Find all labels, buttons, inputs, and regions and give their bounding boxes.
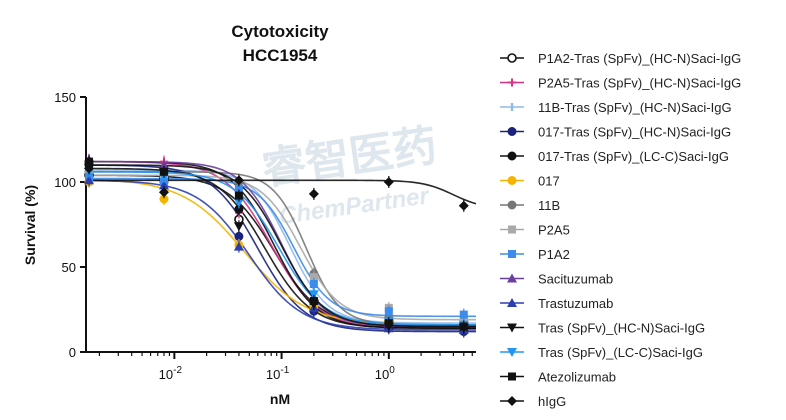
data-point: [234, 191, 243, 200]
data-point: [84, 163, 95, 174]
legend-swatch-marker: [507, 176, 517, 185]
data-point: [383, 177, 394, 187]
y-tick-label: 100: [54, 175, 76, 190]
legend-swatch-marker: [507, 53, 517, 63]
fit-curve: [85, 164, 477, 333]
legend-label: P2A5: [538, 223, 570, 238]
data-point: [158, 180, 169, 190]
legend-swatch-marker: [507, 151, 517, 161]
fit-curve: [86, 164, 476, 328]
x-tick-label: 10-1: [266, 365, 290, 382]
data-point: [233, 241, 244, 251]
fit-curves: [85, 160, 477, 333]
fit-curve: [85, 167, 476, 329]
legend-label: P1A2: [538, 247, 570, 262]
data-point: [309, 297, 318, 305]
legend-swatch-marker: [508, 372, 516, 381]
legend-swatch-marker: [508, 250, 516, 258]
data-point: [85, 157, 94, 166]
data-point: [308, 290, 319, 300]
y-tick-label: 150: [54, 90, 76, 105]
legend-label: Trastuzumab: [538, 296, 613, 311]
legend-label: 017: [538, 174, 560, 189]
legend-label: P1A2-Tras (SpFv)_(HC-N)Saci-IgG: [538, 51, 741, 66]
legend-label: 017-Tras (SpFv)_(LC-C)Saci-IgG: [538, 149, 729, 164]
fit-curve: [86, 171, 476, 326]
data-point: [384, 307, 393, 316]
fit-curve: [86, 179, 477, 205]
legend-label: Atezolizumab: [538, 370, 616, 385]
legend-swatch-marker: [507, 200, 517, 210]
legend-label: 017-Tras (SpFv)_(HC-N)Saci-IgG: [538, 125, 731, 140]
chart-subtitle: HCC1954: [243, 46, 318, 65]
legend-label: Tras (SpFv)_(HC-N)Saci-IgG: [538, 321, 705, 336]
data-point: [459, 322, 468, 331]
y-tick-label: 50: [62, 260, 76, 275]
legend-swatch-marker: [507, 273, 517, 283]
data-point: [309, 273, 318, 282]
legend-label: 11B: [538, 198, 560, 213]
legend-swatch-marker: [507, 348, 517, 357]
x-axis-label: nM: [270, 391, 290, 407]
data-point: [159, 167, 168, 176]
legend-label: Sacituzumab: [538, 272, 613, 287]
fit-curve: [86, 177, 476, 318]
data-point: [233, 175, 244, 186]
x-tick-label: 100: [375, 365, 395, 382]
legend-swatch-marker: [507, 127, 517, 136]
fit-curve: [86, 174, 476, 321]
fit-curve: [85, 179, 477, 331]
data-point: [158, 160, 169, 169]
data-point: [384, 319, 393, 328]
data-point: [84, 175, 95, 185]
data-point: [459, 310, 468, 319]
x-tick-label: 10-2: [159, 365, 183, 382]
legend-swatch-marker: [507, 323, 517, 333]
data-point: [233, 222, 244, 232]
legend: P1A2-Tras (SpFv)_(HC-N)Saci-IgG P2A5-Tras…: [500, 51, 741, 409]
legend-label: hIgG: [538, 394, 566, 409]
y-tick-label: 0: [69, 345, 76, 360]
data-point: [308, 188, 319, 199]
chart-title: Cytotoxicity: [231, 22, 329, 41]
legend-label: 11B-Tras (SpFv)_(HC-N)Saci-IgG: [538, 100, 732, 115]
y-axis-label: Survival (%): [22, 185, 38, 265]
data-point: [233, 198, 244, 208]
legend-swatch-marker: [508, 225, 516, 234]
data-point: [309, 280, 318, 288]
data-point: [458, 200, 469, 211]
legend-swatch-marker: [507, 396, 517, 406]
axes: 0 50 100 150 10-2 10-1 100: [54, 90, 476, 382]
legend-label: Tras (SpFv)_(LC-C)Saci-IgG: [538, 345, 703, 360]
legend-swatch-marker: [507, 298, 517, 307]
data-point: [234, 184, 243, 193]
data-point: [158, 187, 169, 198]
legend-label: P2A5-Tras (SpFv)_(HC-N)Saci-IgG: [538, 76, 741, 91]
legend-swatch-marker: [508, 78, 516, 87]
data-points: [84, 153, 469, 338]
